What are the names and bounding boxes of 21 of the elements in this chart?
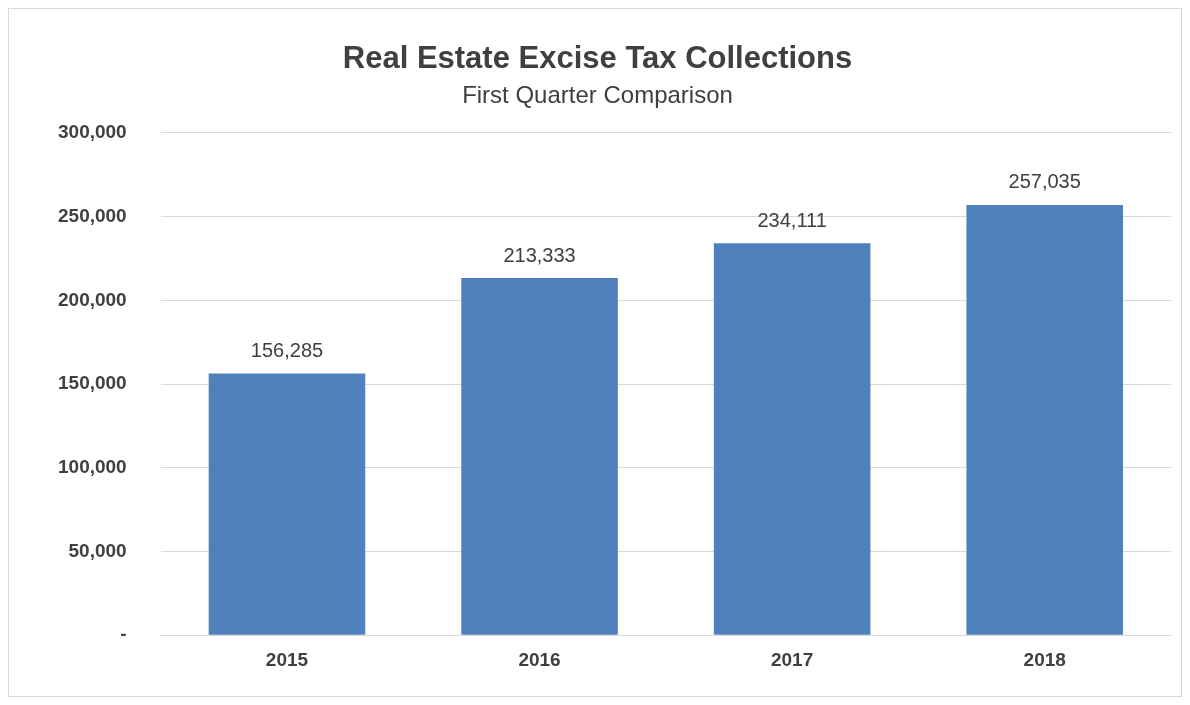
data-label: 257,035 [1008,170,1081,193]
x-tick-label: 2016 [518,648,561,670]
bar [208,373,366,635]
y-tick-label: 150,000 [57,372,127,394]
x-tick-label: 2017 [770,648,814,670]
x-tick-label: 2015 [265,648,309,670]
data-label: 156,285 [250,339,324,362]
data-label: 213,333 [503,243,576,266]
y-tick-label: - [120,623,127,645]
bar [461,278,618,635]
chart-title: Real Estate Excise Tax Collections [342,40,853,76]
y-tick-label: 200,000 [57,288,127,310]
chart-subtitle: First Quarter Comparison [462,81,733,109]
data-label: 234,111 [757,208,827,231]
x-tick-label: 2018 [1023,648,1066,670]
bar [713,243,871,635]
y-tick-label: 50,000 [68,539,127,561]
y-tick-label: 100,000 [57,456,127,478]
bar [966,204,1124,635]
y-tick-label: 300,000 [57,121,127,143]
y-tick-label: 250,000 [57,204,127,226]
